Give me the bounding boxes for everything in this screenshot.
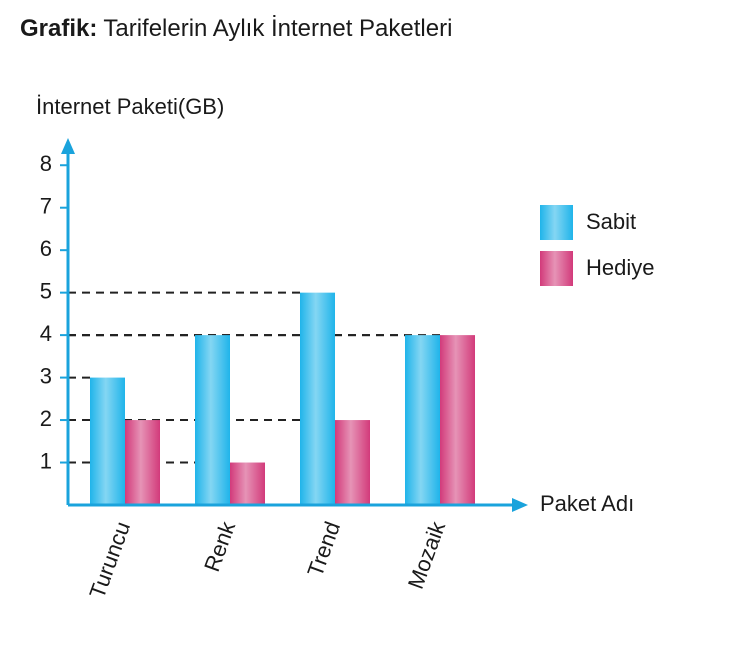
x-tick-label: Mozaik	[403, 517, 451, 592]
bar	[230, 462, 265, 505]
y-tick-label: 4	[40, 321, 52, 346]
chart-title: Grafik: Tarifelerin Aylık İnternet Paketl…	[20, 15, 452, 42]
y-tick-label: 7	[40, 194, 52, 219]
y-tick-label: 1	[40, 448, 52, 473]
y-tick-label: 3	[40, 363, 52, 388]
x-axis-label: Paket Adı	[540, 491, 634, 516]
title-label: Grafik:	[20, 15, 97, 42]
bar	[90, 377, 125, 505]
bar	[125, 420, 160, 505]
legend-swatch	[540, 205, 573, 240]
bar	[300, 292, 335, 505]
legend-label: Sabit	[586, 209, 636, 234]
y-tick-label: 6	[40, 236, 52, 261]
x-tick-label: Turuncu	[84, 518, 135, 602]
bar	[405, 335, 440, 505]
y-tick-label: 2	[40, 406, 52, 431]
y-tick-label: 5	[40, 278, 52, 303]
x-tick-label: Renk	[199, 517, 240, 575]
legend-swatch	[540, 251, 573, 286]
bar	[195, 335, 230, 505]
x-axis-arrow	[512, 498, 528, 512]
title-text: Tarifelerin Aylık İnternet Paketleri	[103, 15, 452, 42]
y-axis-arrow	[61, 138, 75, 154]
y-axis-label: İnternet Paketi(GB)	[36, 94, 224, 119]
bar	[335, 420, 370, 505]
bar	[440, 335, 475, 505]
y-tick-label: 8	[40, 151, 52, 176]
legend-label: Hediye	[586, 255, 654, 280]
x-tick-label: Trend	[302, 518, 345, 580]
